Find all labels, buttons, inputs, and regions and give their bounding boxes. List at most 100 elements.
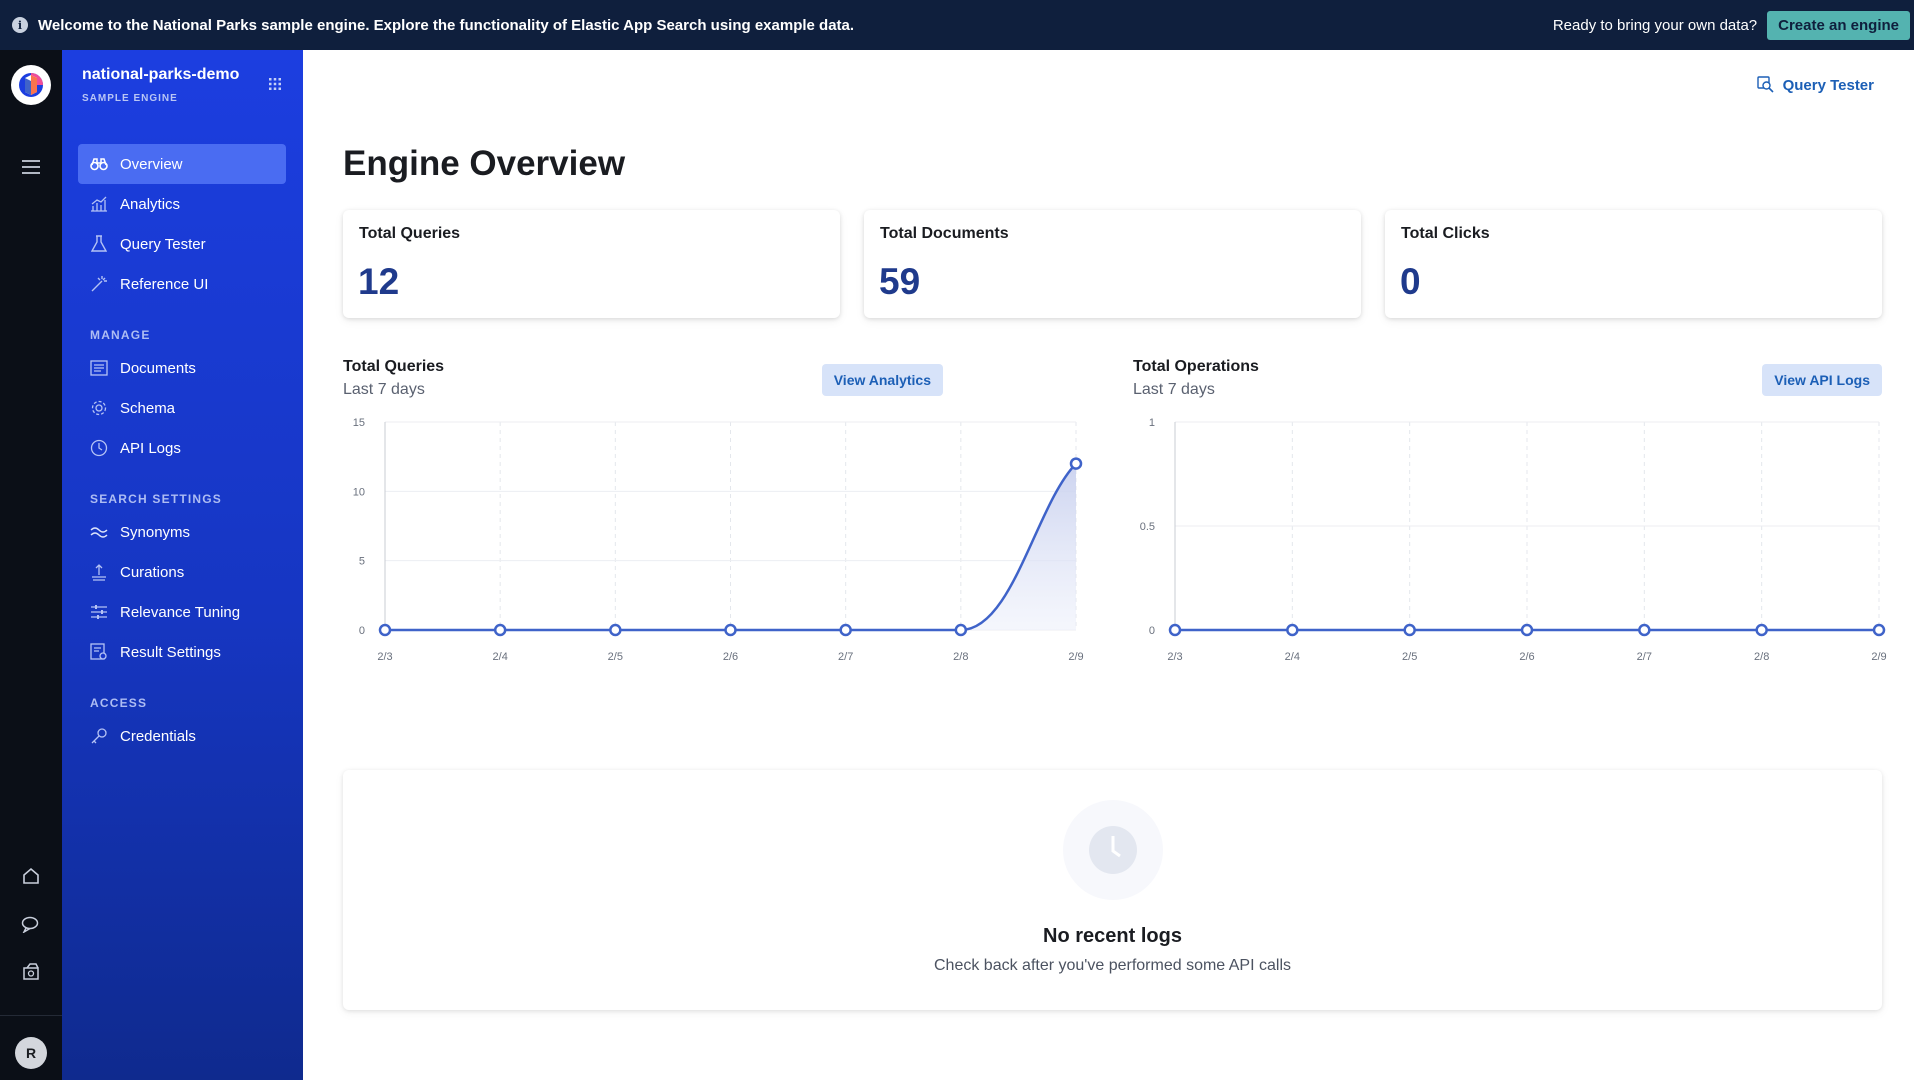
total-operations-chart-panel: Total Operations Last 7 days View API Lo… (1133, 350, 1887, 730)
top-banner: i Welcome to the National Parks sample e… (0, 0, 1914, 50)
stat-card-total-queries: Total Queries 12 (343, 210, 840, 318)
x-tick-label: 2/8 (953, 651, 968, 663)
menu-icon[interactable] (19, 155, 43, 179)
engine-sidebar: national-parks-demo SAMPLE ENGINE Overvi… (62, 50, 303, 1080)
x-tick-label: 2/5 (1402, 651, 1417, 663)
chart-title: Total Queries (343, 358, 445, 375)
x-tick-label: 2/8 (1754, 651, 1769, 663)
sidebar-item-schema[interactable]: Schema (78, 388, 286, 428)
sidebar-item-api-logs[interactable]: API Logs (78, 428, 286, 468)
sidebar-item-result-settings[interactable]: Result Settings (78, 632, 286, 672)
engine-name: national-parks-demo (82, 66, 240, 83)
data-point (954, 623, 968, 637)
section-title-manage: MANAGE (90, 328, 151, 342)
data-point (1872, 623, 1886, 637)
info-icon: i (12, 17, 28, 33)
sidebar-item-label: Credentials (120, 727, 196, 745)
clock-empty-icon (1063, 800, 1163, 900)
sidebar-item-credentials[interactable]: Credentials (78, 716, 286, 756)
x-tick-label: 2/7 (838, 651, 853, 663)
sidebar-item-label: Query Tester (120, 235, 206, 253)
stat-title: Total Documents (880, 225, 1009, 242)
home-icon[interactable] (19, 864, 43, 888)
app-logo[interactable] (11, 65, 51, 105)
sidebar-item-label: Analytics (120, 195, 181, 213)
query-tester-link[interactable]: Query Tester (1756, 76, 1874, 94)
y-tick-label: 10 (353, 486, 365, 498)
chart-title: Total Operations (1133, 358, 1259, 375)
sidebar-item-label: Synonyms (120, 523, 191, 541)
data-point (1403, 623, 1416, 637)
section-title-search-settings: SEARCH SETTINGS (90, 492, 223, 506)
result-settings-icon (89, 642, 109, 662)
x-tick-label: 2/3 (1167, 651, 1182, 663)
data-point (724, 623, 737, 637)
sidebar-item-relevance-tuning[interactable]: Relevance Tuning (78, 592, 286, 632)
data-point (1755, 623, 1768, 637)
stat-title: Total Clicks (1401, 225, 1490, 242)
left-rail: R (0, 50, 62, 1080)
sidebar-item-documents[interactable]: Documents (78, 348, 286, 388)
package-icon[interactable] (19, 960, 43, 984)
total-operations-chart: 0 0.5 1 2/3 2/4 2/5 2/6 2/7 2/8 2/9 (1140, 417, 1887, 663)
documents-icon (89, 358, 109, 378)
y-tick-label: 1 (1149, 417, 1155, 429)
y-tick-label: 0.5 (1140, 521, 1155, 533)
x-tick-label: 2/9 (1871, 651, 1886, 663)
stat-card-total-clicks: Total Clicks 0 (1385, 210, 1882, 318)
stat-value: 0 (1400, 261, 1421, 302)
flask-icon (89, 234, 109, 254)
gear-icon (89, 398, 109, 418)
sliders-icon (89, 602, 109, 622)
banner-ready-text: Ready to bring your own data? (1552, 16, 1758, 34)
x-tick-label: 2/6 (1519, 651, 1534, 663)
main-content: Query Tester Engine Overview Total Queri… (303, 50, 1914, 1080)
total-queries-chart: 0 5 10 15 2/3 2/4 2/5 2/6 2/7 2/8 2/9 (353, 417, 1084, 663)
chat-icon[interactable] (19, 912, 43, 936)
stat-title: Total Queries (359, 225, 461, 242)
y-tick-label: 15 (353, 417, 365, 429)
banner-welcome-text: Welcome to the National Parks sample eng… (38, 16, 855, 34)
no-logs-subtitle: Check back after you've performed some A… (934, 957, 1291, 974)
stat-value: 12 (358, 261, 400, 302)
curations-icon (89, 562, 109, 582)
sidebar-item-query-tester[interactable]: Query Tester (78, 224, 286, 264)
search-icon (1756, 76, 1775, 94)
sidebar-item-label: API Logs (120, 439, 181, 457)
sidebar-item-synonyms[interactable]: Synonyms (78, 512, 286, 552)
wand-icon (89, 274, 109, 294)
recent-logs-panel: No recent logs Check back after you've p… (343, 770, 1882, 1010)
sidebar-item-label: Reference UI (120, 275, 209, 293)
query-tester-label: Query Tester (1782, 76, 1874, 94)
x-tick-label: 2/6 (723, 651, 738, 663)
sidebar-item-label: Schema (120, 399, 176, 417)
avatar[interactable]: R (15, 1037, 47, 1069)
sidebar-item-analytics[interactable]: Analytics (78, 184, 286, 224)
y-tick-label: 0 (359, 625, 365, 637)
sidebar-item-reference-ui[interactable]: Reference UI (78, 264, 286, 304)
x-tick-label: 2/9 (1068, 651, 1083, 663)
series-line (385, 462, 1077, 632)
page-title: Engine Overview (343, 144, 626, 183)
total-queries-chart-panel: Total Queries Last 7 days View Analytics… (343, 350, 1093, 730)
data-point (609, 623, 622, 637)
x-tick-label: 2/4 (1285, 651, 1300, 663)
sidebar-item-overview[interactable]: Overview (78, 144, 286, 184)
view-api-logs-button[interactable]: View API Logs (1762, 364, 1882, 396)
series-area (385, 463, 1076, 630)
stat-card-total-documents: Total Documents 59 (864, 210, 1361, 318)
sidebar-item-curations[interactable]: Curations (78, 552, 286, 592)
section-title-access: ACCESS (90, 696, 148, 710)
x-tick-label: 2/7 (1637, 651, 1652, 663)
y-tick-label: 0 (1149, 625, 1155, 637)
synonyms-icon (89, 522, 109, 542)
key-icon (89, 726, 109, 746)
chart-subtitle: Last 7 days (343, 381, 425, 398)
x-tick-label: 2/3 (377, 651, 392, 663)
clock-icon (89, 438, 109, 458)
data-point (493, 623, 507, 637)
view-analytics-button[interactable]: View Analytics (821, 364, 943, 396)
apps-grid-icon[interactable] (267, 76, 283, 92)
create-engine-button[interactable]: Create an engine (1767, 10, 1910, 40)
sidebar-item-label: Result Settings (120, 643, 221, 661)
